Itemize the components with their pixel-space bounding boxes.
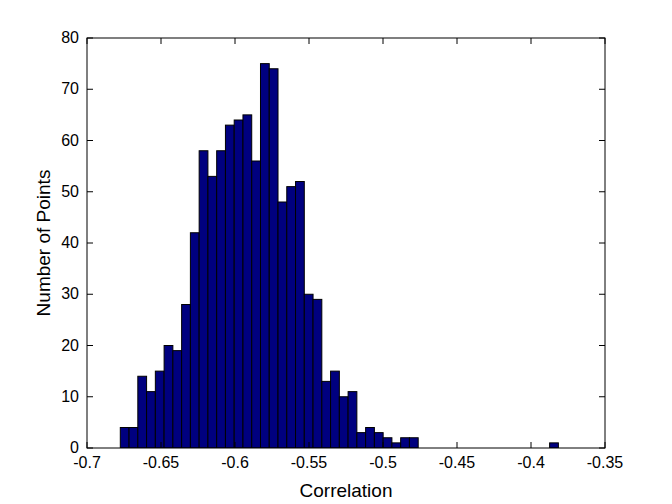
bar bbox=[339, 397, 348, 448]
axes-frame bbox=[87, 38, 605, 448]
bar bbox=[138, 376, 147, 448]
y-tick bbox=[87, 345, 93, 346]
x-tick-top bbox=[605, 38, 606, 44]
x-axis-label: Correlation bbox=[300, 480, 393, 501]
bar bbox=[225, 125, 234, 448]
bar bbox=[129, 428, 138, 449]
bar bbox=[366, 428, 375, 449]
y-tick bbox=[87, 38, 93, 39]
x-tick-label: -0.5 bbox=[369, 454, 397, 471]
bar bbox=[357, 433, 366, 448]
y-tick-right bbox=[599, 448, 605, 449]
bar bbox=[550, 443, 559, 448]
x-tick-top bbox=[87, 38, 88, 44]
y-tick-label: 0 bbox=[70, 439, 79, 456]
y-tick-right bbox=[599, 89, 605, 90]
y-tick-right bbox=[599, 294, 605, 295]
y-tick bbox=[87, 191, 93, 192]
x-tick bbox=[309, 442, 310, 448]
x-tick bbox=[605, 442, 606, 448]
x-tick-label: -0.35 bbox=[587, 454, 624, 471]
bar bbox=[199, 151, 208, 448]
y-tick-label: 80 bbox=[61, 29, 79, 46]
x-tick-top bbox=[235, 38, 236, 44]
plot-area bbox=[87, 38, 605, 448]
bar bbox=[304, 294, 313, 448]
bar bbox=[348, 392, 357, 448]
x-tick bbox=[235, 442, 236, 448]
bars bbox=[120, 64, 558, 448]
bar bbox=[374, 433, 383, 448]
y-tick bbox=[87, 448, 93, 449]
x-tick bbox=[161, 442, 162, 448]
y-tick bbox=[87, 396, 93, 397]
x-tick-label: -0.7 bbox=[73, 454, 101, 471]
y-tick-right bbox=[599, 345, 605, 346]
bar bbox=[331, 371, 340, 448]
x-tick-top bbox=[161, 38, 162, 44]
bar bbox=[383, 438, 392, 448]
bar bbox=[278, 202, 287, 448]
background bbox=[0, 0, 672, 504]
bar bbox=[120, 428, 129, 449]
x-tick bbox=[457, 442, 458, 448]
bar bbox=[322, 381, 331, 448]
bar bbox=[173, 351, 182, 448]
y-tick-right bbox=[599, 243, 605, 244]
x-tick-label: -0.65 bbox=[143, 454, 180, 471]
bar bbox=[409, 438, 418, 448]
x-tick bbox=[383, 442, 384, 448]
x-tick-label: -0.45 bbox=[439, 454, 476, 471]
bar bbox=[155, 371, 164, 448]
x-tick-top bbox=[383, 38, 384, 44]
bar bbox=[164, 346, 173, 449]
bar bbox=[182, 305, 191, 449]
bar bbox=[401, 438, 410, 448]
bar bbox=[392, 443, 401, 448]
x-tick-top bbox=[457, 38, 458, 44]
chart: -0.7 -0.65 -0.6 -0.55 -0.5 -0.45 -0.4 -0.35 0 10 2… bbox=[0, 0, 672, 504]
bar bbox=[313, 299, 322, 448]
y-tick bbox=[87, 243, 93, 244]
bar bbox=[260, 64, 269, 448]
y-tick bbox=[87, 140, 93, 141]
y-tick-label: 50 bbox=[61, 183, 79, 200]
bar bbox=[217, 151, 226, 448]
y-tick bbox=[87, 89, 93, 90]
y-tick-label: 10 bbox=[61, 388, 79, 405]
y-tick-label: 40 bbox=[61, 234, 79, 251]
y-tick bbox=[87, 294, 93, 295]
bar bbox=[234, 120, 243, 448]
y-tick-label: 20 bbox=[61, 337, 79, 354]
x-tick-top bbox=[309, 38, 310, 44]
x-tick-label: -0.4 bbox=[517, 454, 545, 471]
y-tick-label: 60 bbox=[61, 132, 79, 149]
y-axis-label: Number of Points bbox=[33, 170, 54, 317]
y-tick-label: 30 bbox=[61, 285, 79, 302]
x-tick bbox=[531, 442, 532, 448]
x-tick-top bbox=[531, 38, 532, 44]
x-tick-label: -0.6 bbox=[221, 454, 249, 471]
x-tick-label: -0.55 bbox=[291, 454, 328, 471]
bar bbox=[287, 187, 296, 448]
bar bbox=[269, 69, 278, 448]
y-tick-right bbox=[599, 396, 605, 397]
bar bbox=[252, 161, 261, 448]
bar bbox=[190, 233, 199, 448]
y-tick-right bbox=[599, 38, 605, 39]
y-tick-label: 70 bbox=[61, 80, 79, 97]
bar bbox=[243, 115, 252, 448]
y-tick-right bbox=[599, 140, 605, 141]
y-tick-right bbox=[599, 191, 605, 192]
x-tick bbox=[87, 442, 88, 448]
bar bbox=[208, 176, 217, 448]
bar bbox=[147, 392, 156, 448]
bar bbox=[296, 182, 305, 449]
